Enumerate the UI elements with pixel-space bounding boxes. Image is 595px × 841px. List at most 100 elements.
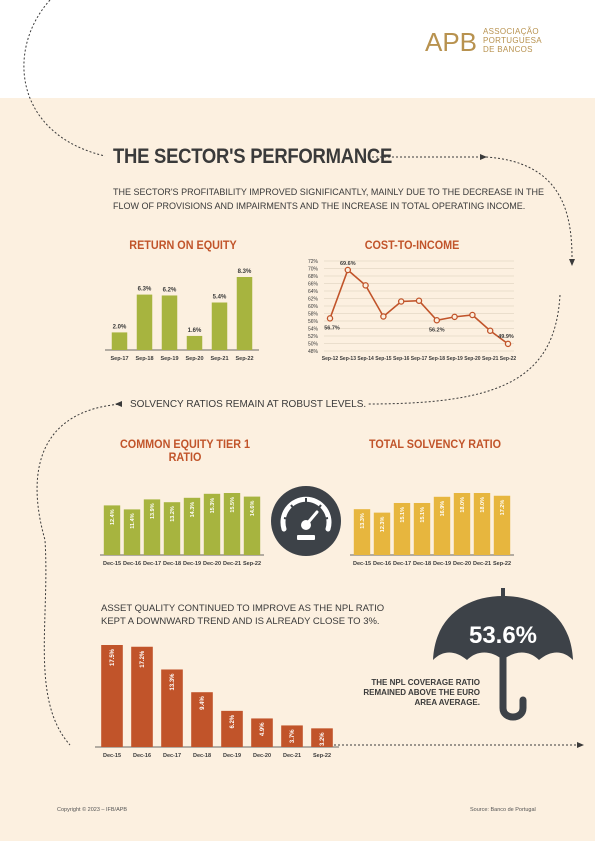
data-point: [486, 327, 494, 335]
speedometer-icon: [271, 486, 341, 556]
bar: [143, 499, 161, 555]
bar: [191, 692, 213, 747]
x-tick-label: Sep-12: [322, 356, 339, 362]
data-label: 6.3%: [138, 287, 152, 293]
bar: [183, 497, 201, 555]
bar: [186, 335, 203, 350]
arrow-right-icon: [577, 742, 584, 748]
data-label: 17.2%: [140, 650, 146, 668]
bar: [393, 502, 411, 555]
data-point: [451, 313, 458, 321]
x-tick-label: Dec-15: [103, 753, 121, 759]
x-tick-label: Sep-17: [411, 356, 428, 362]
data-label: 13.3%: [170, 673, 176, 691]
data-label: 12.3%: [380, 517, 386, 533]
x-tick-label: Sep-21: [210, 356, 228, 362]
data-label: 15.5%: [230, 497, 236, 513]
intro-text: THE SECTOR'S PROFITABILITY IMPROVED SIGN…: [113, 187, 544, 211]
data-label: 18.0%: [460, 497, 466, 513]
bar: [353, 509, 371, 555]
coverage-text: THE NPL COVERAGE RATIO REMAINED ABOVE TH…: [363, 678, 480, 707]
x-tick-label: Sep-20: [185, 356, 203, 362]
data-label: 3.7%: [290, 729, 296, 743]
npl-chart: 17.5% Dec-15 17.2% Dec-16 13.3% Dec-17 9.4% Dec…: [95, 645, 339, 759]
y-tick-label: 64%: [308, 289, 319, 295]
data-point: [344, 266, 352, 274]
x-tick-label: Sep-22: [500, 356, 517, 362]
x-tick-label: Dec-21: [223, 561, 241, 567]
data-label: 4.9%: [260, 722, 266, 736]
x-tick-label: Sep-14: [357, 356, 374, 362]
y-tick-label: 68%: [308, 274, 319, 280]
bar: [131, 646, 153, 747]
x-tick-label: Dec-21: [283, 753, 301, 759]
content-background: [0, 98, 595, 841]
data-point: [504, 340, 512, 348]
data-label: 56.7%: [324, 325, 340, 331]
data-label: 8.3%: [238, 269, 252, 275]
asset-quality-line-2: KEPT A DOWNWARD TREND AND IS ALREADY CLO…: [101, 616, 380, 627]
bar: [101, 645, 123, 747]
x-tick-label: Dec-19: [183, 561, 201, 567]
data-label: 12.4%: [110, 509, 116, 525]
roe-title: RETURN ON EQUITY: [129, 238, 237, 252]
data-label: 13.9%: [150, 503, 156, 519]
bar: [493, 495, 511, 555]
y-tick-label: 52%: [308, 334, 319, 340]
x-tick-label: Dec-18: [193, 753, 211, 759]
arrow-down-icon: [569, 259, 575, 266]
x-tick-label: Dec-16: [123, 561, 141, 567]
arrow-left-icon: [115, 401, 122, 407]
data-label: 49.9%: [498, 334, 514, 340]
bar: [111, 332, 128, 350]
tsr-chart: 13.3% Dec-15 12.3% Dec-16 15.1% Dec-17 15.1% De…: [350, 493, 514, 567]
x-tick-label: Sep-18: [429, 356, 446, 362]
bar: [123, 509, 141, 555]
x-tick-label: Dec-19: [223, 753, 241, 759]
x-tick-label: Dec-20: [203, 561, 221, 567]
data-label: 16.9%: [440, 501, 446, 517]
cet1-chart: 12.4% Dec-15 11.4% Dec-16 13.9% Dec-17 13.2% De…: [100, 493, 264, 567]
coverage-value: 53.6%: [469, 622, 537, 649]
data-point: [415, 297, 423, 305]
arrow-right-icon: [480, 154, 487, 160]
x-tick-label: Sep-22: [493, 561, 511, 567]
bar: [453, 493, 471, 555]
solvency-statement: SOLVENCY RATIOS REMAIN AT ROBUST LEVELS.: [130, 399, 367, 410]
data-point: [380, 313, 387, 320]
data-point: [397, 298, 405, 305]
data-label: 6.2%: [163, 287, 177, 293]
asset-quality-line-1: ASSET QUALITY CONTINUED TO IMPROVE AS TH…: [101, 603, 385, 614]
bar: [281, 725, 303, 747]
cti-chart: 72%70%68%66%64%62%60%58%56%54%52%50%48%S…: [308, 259, 517, 362]
x-tick-label: Dec-16: [373, 561, 391, 567]
source: Source: Banco de Portugal: [470, 807, 536, 813]
page-title: THE SECTOR'S PERFORMANCE: [113, 145, 393, 168]
bar: [373, 512, 391, 555]
data-label: 2.0%: [113, 324, 127, 330]
data-label: 15.1%: [400, 507, 406, 523]
data-label: 1.6%: [188, 328, 202, 334]
bar: [236, 277, 253, 350]
bar: [161, 295, 178, 350]
bar: [433, 496, 451, 555]
x-tick-label: Dec-17: [163, 753, 181, 759]
data-label: 9.4%: [200, 696, 206, 710]
bar: [103, 505, 121, 555]
x-tick-label: Dec-21: [473, 561, 491, 567]
x-tick-label: Dec-18: [413, 561, 431, 567]
data-label: 13.2%: [170, 506, 176, 522]
x-tick-label: Dec-17: [393, 561, 411, 567]
apb-logo: APB: [425, 28, 477, 56]
x-tick-label: Dec-15: [353, 561, 371, 567]
y-tick-label: 58%: [308, 311, 319, 317]
bar: [136, 294, 153, 350]
x-tick-label: Dec-20: [453, 561, 471, 567]
x-tick-label: Sep-15: [375, 356, 392, 362]
data-point: [326, 315, 334, 322]
data-label: 69.6%: [340, 261, 356, 267]
data-point: [433, 317, 441, 324]
bar: [221, 710, 243, 747]
x-tick-label: Sep-22: [313, 753, 331, 759]
bar: [251, 718, 273, 747]
